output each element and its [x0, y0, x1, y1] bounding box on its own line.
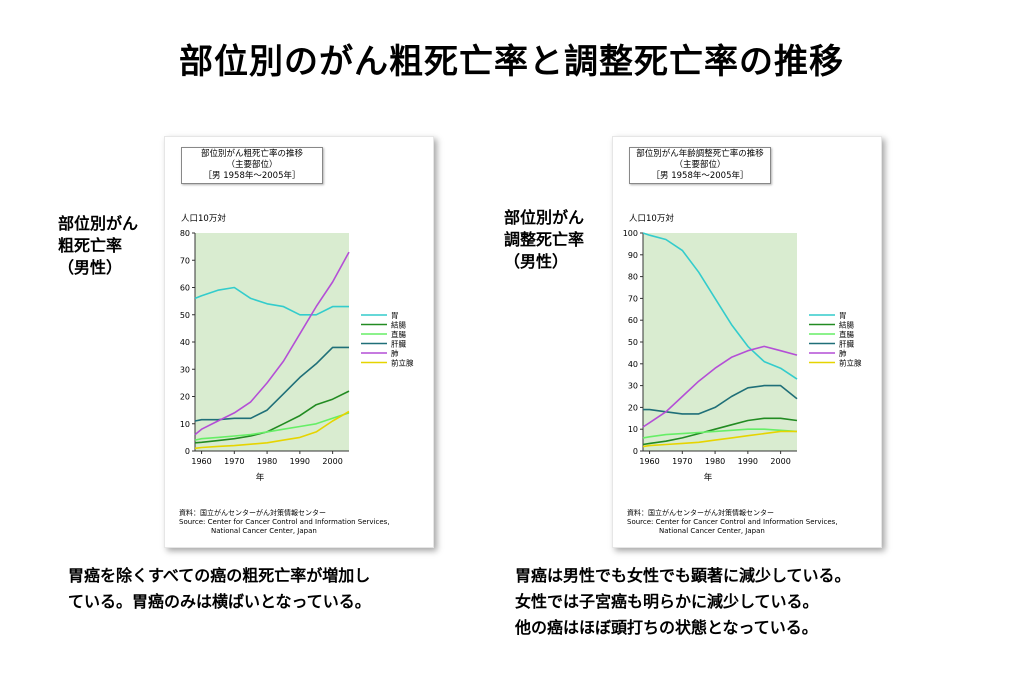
page-title: 部位別のがん粗死亡率と調整死亡率の推移 — [179, 42, 844, 82]
source-line: National Cancer Center, Japan — [211, 527, 317, 535]
adjusted-mortality-chart-svg: 人口10万対 0 10 20 30 40 50 60 70 80 90 100 1960 1970 1980… — [623, 213, 862, 483]
x-tick-label: 1970 — [672, 457, 692, 466]
source-line: 資料：国立がんセンターがん対策情報センター — [179, 509, 326, 517]
caption-line: 胃癌を除くすべての癌の粗死亡率が増加し — [68, 566, 371, 585]
left-side-label-line: 部位別がん — [58, 214, 139, 233]
series-line-3 — [194, 412, 350, 441]
y-tick-label: 0 — [185, 447, 190, 456]
left-side-label-line: 粗死亡率 — [58, 236, 123, 255]
legend-label: 前立腺 — [839, 358, 862, 368]
chart-title-line: （主要部位） — [674, 160, 726, 170]
adjusted-mortality-chart: 人口10万対 0 10 20 30 40 50 60 70 80 90 100 1960 1970 1980… — [612, 136, 882, 548]
y-tick-label: 20 — [180, 393, 190, 402]
legend-label: 肝臓 — [391, 339, 406, 349]
legend-label: 胃 — [839, 311, 847, 320]
legend-label: 前立腺 — [391, 358, 414, 368]
caption-line: ている。胃癌のみは横ばいとなっている。 — [68, 592, 371, 611]
left-caption: 胃癌を除くすべての癌の粗死亡率が増加し ている。胃癌のみは横ばいとなっている。 — [68, 563, 371, 615]
series-line-4 — [643, 384, 798, 415]
chart-title-line: ［男 1958年～2005年］ — [203, 171, 301, 181]
source-line: National Cancer Center, Japan — [659, 527, 765, 535]
legend-label: 直腸 — [391, 329, 406, 339]
y-tick-label: 50 — [180, 311, 190, 320]
y-tick-label: 20 — [628, 403, 638, 412]
y-axis-label: 人口10万対 — [629, 213, 674, 224]
y-tick-label: 10 — [628, 425, 638, 434]
series-line-4 — [194, 346, 349, 422]
right-side-label-line: （男性） — [504, 252, 569, 271]
plot-background — [643, 233, 797, 451]
x-tick-label: 1990 — [290, 457, 310, 466]
source-line: Source: Center for Cancer Control and In… — [627, 518, 838, 526]
series-line-5 — [194, 251, 350, 436]
right-caption: 胃癌は男性でも女性でも顕著に減少している。 女性では子宮癌も明らかに減少している… — [515, 563, 851, 641]
y-tick-label: 50 — [628, 338, 638, 347]
chart-header: 部位別がん年齢調整死亡率の推移 （主要部位） ［男 1958年～2005年］ — [629, 147, 771, 184]
legend-label: 結腸 — [839, 320, 854, 330]
y-tick-label: 40 — [180, 338, 190, 347]
legend-label: 直腸 — [839, 329, 854, 339]
y-tick-label: 80 — [628, 273, 638, 282]
y-axis-label: 人口10万対 — [181, 213, 226, 224]
y-tick-label: 100 — [623, 229, 638, 238]
series-line-3 — [642, 428, 798, 439]
caption-line: 女性では子宮癌も明らかに減少している。 — [515, 592, 819, 611]
x-axis-label: 年 — [256, 472, 265, 483]
y-tick-label: 90 — [628, 251, 638, 260]
y-tick-label: 60 — [628, 316, 638, 325]
y-tick-label: 70 — [180, 256, 190, 265]
right-side-label-line: 調整死亡率 — [504, 230, 585, 249]
series-line-6 — [194, 410, 350, 450]
caption-line: 他の癌はほぼ頭打ちの状態となっている。 — [515, 618, 818, 637]
left-side-label: 部位別がん 粗死亡率 （男性） — [58, 213, 138, 279]
x-tick-label: 1970 — [224, 457, 244, 466]
legend-label: 結腸 — [391, 320, 406, 330]
x-tick-label: 1990 — [738, 457, 758, 466]
right-side-label-line: 部位別がん — [504, 208, 585, 227]
crude-mortality-chart: 人口10万対 0 10 20 30 40 50 60 70 80 1960 1970 1980 1990 2… — [164, 136, 434, 548]
left-side-label-line: （男性） — [58, 258, 123, 277]
y-tick-label: 60 — [180, 284, 190, 293]
series-line-5 — [642, 345, 798, 428]
legend-label: 胃 — [391, 311, 399, 320]
y-tick-label: 40 — [628, 360, 638, 369]
legend-label: 肺 — [839, 349, 847, 358]
chart-source: 資料：国立がんセンターがん対策情報センター Source: Center for… — [179, 509, 429, 536]
x-tick-label: 1980 — [705, 457, 725, 466]
series-line-2 — [642, 417, 798, 446]
chart-title-line: 部位別がん年齢調整死亡率の推移 — [636, 149, 764, 159]
right-side-label: 部位別がん 調整死亡率 （男性） — [504, 207, 584, 273]
x-tick-label: 2000 — [770, 457, 790, 466]
y-tick-label: 70 — [628, 294, 638, 303]
chart-source: 資料：国立がんセンターがん対策情報センター Source: Center for… — [627, 509, 877, 536]
x-axis-label: 年 — [704, 472, 713, 483]
chart-header: 部位別がん粗死亡率の推移 （主要部位） ［男 1958年～2005年］ — [181, 147, 323, 184]
y-tick-label: 80 — [180, 229, 190, 238]
y-tick-label: 30 — [628, 382, 638, 391]
legend-label: 肝臓 — [839, 339, 854, 349]
y-tick-label: 10 — [180, 420, 190, 429]
x-tick-label: 1980 — [257, 457, 277, 466]
chart-title-line: （主要部位） — [226, 160, 278, 170]
y-tick-label: 0 — [633, 447, 638, 456]
chart-title-line: 部位別がん粗死亡率の推移 — [200, 149, 303, 159]
chart-title-line: ［男 1958年～2005年］ — [651, 171, 749, 181]
series-line-1 — [194, 286, 349, 316]
x-tick-label: 1960 — [639, 457, 659, 466]
x-tick-label: 1960 — [191, 457, 211, 466]
caption-line: 胃癌は男性でも女性でも顕著に減少している。 — [515, 566, 851, 585]
x-tick-label: 2000 — [322, 457, 342, 466]
series-line-6 — [642, 430, 797, 448]
y-tick-label: 30 — [180, 365, 190, 374]
source-line: Source: Center for Cancer Control and In… — [179, 518, 390, 526]
source-line: 資料：国立がんセンターがん対策情報センター — [627, 509, 774, 517]
crude-mortality-chart-svg: 人口10万対 0 10 20 30 40 50 60 70 80 1960 1970 1980 1990 2… — [180, 213, 414, 483]
plot-background — [195, 233, 349, 451]
series-line-1 — [642, 232, 798, 380]
legend-label: 肺 — [391, 349, 399, 358]
